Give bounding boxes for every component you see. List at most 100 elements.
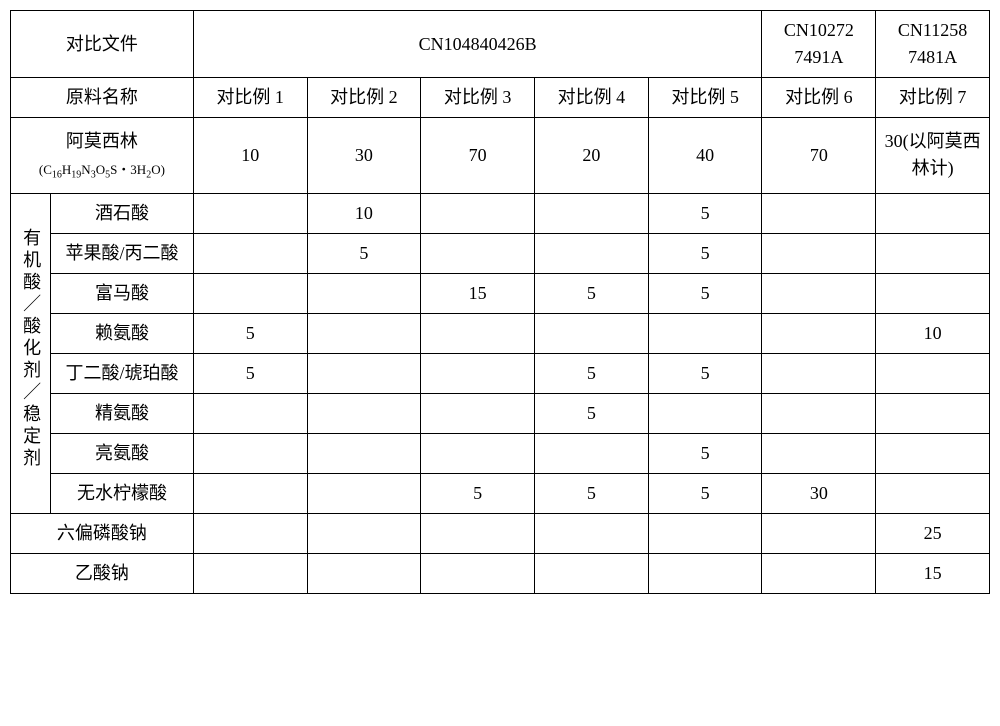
col-ex6: 对比例 6 — [762, 78, 876, 118]
cell — [421, 313, 535, 353]
cell: 5 — [648, 273, 762, 313]
cell — [534, 433, 648, 473]
comparison-table: 对比文件 CN104840426B CN10272 7491A CN11258 … — [10, 10, 990, 594]
cell: 5 — [534, 353, 648, 393]
cell: 5 — [648, 353, 762, 393]
cell — [876, 473, 990, 513]
cell — [307, 553, 421, 593]
cell: 5 — [534, 393, 648, 433]
cell: 10 — [876, 313, 990, 353]
table-row: 富马酸 15 5 5 — [11, 273, 990, 313]
col-ex1: 对比例 1 — [193, 78, 307, 118]
cell — [534, 313, 648, 353]
cell — [307, 393, 421, 433]
cell — [307, 473, 421, 513]
col-ex2: 对比例 2 — [307, 78, 421, 118]
table-row: 有机酸／酸化剂／稳定剂 酒石酸 10 5 — [11, 193, 990, 233]
cell: 70 — [762, 118, 876, 194]
cell: 5 — [534, 273, 648, 313]
cell — [762, 393, 876, 433]
cell — [876, 233, 990, 273]
table-row: 无水柠檬酸 5 5 5 30 — [11, 473, 990, 513]
table-row: 乙酸钠 15 — [11, 553, 990, 593]
cell — [534, 193, 648, 233]
header-doc3: CN11258 7481A — [876, 11, 990, 78]
cell — [193, 553, 307, 593]
cell — [876, 393, 990, 433]
cell — [307, 513, 421, 553]
cell — [876, 273, 990, 313]
table-row: 亮氨酸 5 — [11, 433, 990, 473]
row-malic-label: 苹果酸/丙二酸 — [51, 233, 194, 273]
cell: 10 — [307, 193, 421, 233]
cell — [876, 433, 990, 473]
cell: 40 — [648, 118, 762, 194]
section-label: 有机酸／酸化剂／稳定剂 — [17, 228, 44, 470]
cell — [307, 313, 421, 353]
cell — [193, 513, 307, 553]
row-shmp-label: 六偏磷酸钠 — [11, 513, 194, 553]
cell — [648, 313, 762, 353]
row-leucine-label: 亮氨酸 — [51, 433, 194, 473]
header-doc1: CN104840426B — [193, 11, 762, 78]
col-ex5: 对比例 5 — [648, 78, 762, 118]
col-ex7: 对比例 7 — [876, 78, 990, 118]
row-naoac-label: 乙酸钠 — [11, 553, 194, 593]
row-fumaric-label: 富马酸 — [51, 273, 194, 313]
cell — [193, 433, 307, 473]
table-row: 赖氨酸 5 10 — [11, 313, 990, 353]
table-row: 精氨酸 5 — [11, 393, 990, 433]
cell — [762, 313, 876, 353]
cell: 30 — [762, 473, 876, 513]
row-lysine-label: 赖氨酸 — [51, 313, 194, 353]
cell: 5 — [193, 353, 307, 393]
table-row: 苹果酸/丙二酸 5 5 — [11, 233, 990, 273]
cell — [307, 353, 421, 393]
cell — [762, 273, 876, 313]
cell — [762, 513, 876, 553]
cell — [534, 513, 648, 553]
table-row: 阿莫西林 (C16H19N3O5S・3H2O) 10 30 70 20 40 7… — [11, 118, 990, 194]
cell: 5 — [648, 473, 762, 513]
cell: 5 — [648, 233, 762, 273]
cell — [648, 553, 762, 593]
cell: 5 — [421, 473, 535, 513]
col-ex3: 对比例 3 — [421, 78, 535, 118]
table-row: 丁二酸/琥珀酸 5 5 5 — [11, 353, 990, 393]
row-arginine-label: 精氨酸 — [51, 393, 194, 433]
cell — [193, 273, 307, 313]
cell — [421, 353, 535, 393]
cell — [534, 233, 648, 273]
cell: 5 — [193, 313, 307, 353]
cell — [193, 473, 307, 513]
cell: 5 — [648, 433, 762, 473]
cell: 15 — [876, 553, 990, 593]
cell — [193, 393, 307, 433]
table-row: 六偏磷酸钠 25 — [11, 513, 990, 553]
cell: 30(以阿莫西林计) — [876, 118, 990, 194]
cell — [421, 233, 535, 273]
cell — [648, 513, 762, 553]
cell — [421, 393, 535, 433]
row-amoxicillin-label: 阿莫西林 (C16H19N3O5S・3H2O) — [11, 118, 194, 194]
section-organic-acid: 有机酸／酸化剂／稳定剂 — [11, 193, 51, 513]
cell: 30 — [307, 118, 421, 194]
header-material-name: 原料名称 — [11, 78, 194, 118]
cell: 15 — [421, 273, 535, 313]
cell: 5 — [307, 233, 421, 273]
cell — [421, 433, 535, 473]
cell: 25 — [876, 513, 990, 553]
cell — [762, 433, 876, 473]
amoxicillin-name: 阿莫西林 — [66, 131, 138, 151]
header-doc2: CN10272 7491A — [762, 11, 876, 78]
amoxicillin-formula: (C16H19N3O5S・3H2O) — [39, 162, 165, 177]
cell — [193, 233, 307, 273]
table-row: 原料名称 对比例 1 对比例 2 对比例 3 对比例 4 对比例 5 对比例 6… — [11, 78, 990, 118]
cell — [648, 393, 762, 433]
cell — [762, 193, 876, 233]
cell: 70 — [421, 118, 535, 194]
cell — [421, 553, 535, 593]
col-ex4: 对比例 4 — [534, 78, 648, 118]
cell — [762, 553, 876, 593]
cell — [307, 433, 421, 473]
